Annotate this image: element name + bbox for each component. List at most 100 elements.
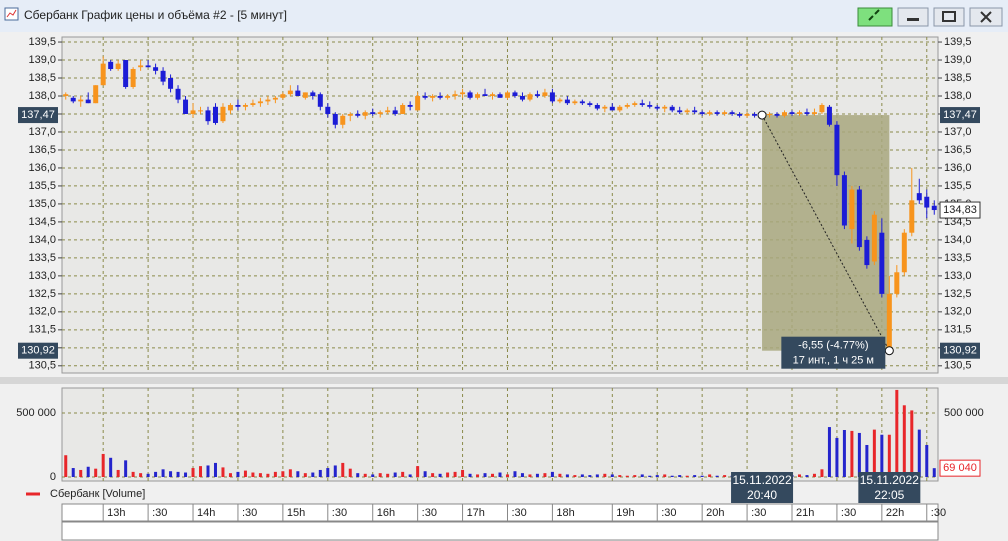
- minimize-button[interactable]: [897, 7, 929, 27]
- volume-bar: [363, 473, 367, 477]
- volume-bar: [468, 473, 472, 477]
- y-tick-label: 131,5: [944, 324, 972, 336]
- price-tag: [940, 107, 980, 124]
- volume-bar: [109, 457, 113, 477]
- volume-bar: [528, 474, 532, 477]
- y-tick-label: 133,0: [28, 270, 56, 282]
- volume-bar: [94, 468, 98, 477]
- candle-body: [377, 112, 383, 114]
- volume-bar: [169, 471, 173, 477]
- y-tick-label: 133,5: [944, 252, 972, 264]
- volume-bar: [146, 473, 150, 477]
- volume-bar: [378, 473, 382, 477]
- candle-body: [519, 95, 525, 100]
- candle-body: [617, 106, 623, 111]
- link-button[interactable]: [857, 7, 893, 27]
- candle-body: [849, 189, 855, 230]
- y-tick-label: 137,0: [28, 126, 56, 138]
- volume-bar: [326, 468, 330, 477]
- volume-bar: [700, 475, 704, 477]
- volume-bar: [281, 471, 285, 477]
- candle-body: [924, 196, 930, 208]
- candle-body: [168, 78, 174, 89]
- y-tick-label: 135,5: [944, 180, 972, 192]
- x-tick-label: :30: [422, 507, 437, 519]
- volume-bar: [820, 469, 824, 477]
- y-tick-label: 136,0: [28, 162, 56, 174]
- chart-layer: 130,5130,5131,0131,0131,5131,5132,0132,0…: [16, 36, 984, 521]
- volume-bar: [341, 462, 345, 477]
- candle-body: [287, 90, 293, 95]
- candle-body: [190, 110, 196, 114]
- y-tick-label: 136,5: [28, 144, 56, 156]
- y-tick-label: 132,5: [944, 288, 972, 300]
- time-tag: [731, 472, 794, 503]
- x-tick-label: :30: [931, 507, 946, 519]
- volume-bar: [228, 473, 232, 477]
- candle-body: [415, 95, 421, 111]
- time-tag-time: 22:05: [874, 488, 904, 502]
- candle-body: [707, 112, 713, 114]
- volume-bar: [670, 475, 674, 477]
- volume-bar: [221, 467, 225, 477]
- measure-label-box: [781, 336, 886, 369]
- volume-bar: [865, 444, 869, 477]
- candle-body: [572, 101, 578, 104]
- candle-body: [392, 110, 398, 114]
- candle-body: [647, 104, 653, 107]
- candle-body: [826, 106, 832, 125]
- volume-bar: [655, 475, 659, 477]
- last-volume-label: 69 040: [943, 462, 977, 474]
- x-tick-label: 15h: [287, 507, 305, 519]
- candle-body: [452, 94, 458, 96]
- volume-bar: [505, 474, 509, 477]
- volume-bar: [902, 405, 906, 477]
- volume-bar: [715, 475, 719, 477]
- candle-body: [722, 112, 728, 114]
- y-tick-label: 134,0: [28, 234, 56, 246]
- volume-bar: [685, 475, 689, 477]
- volume-bar: [266, 473, 270, 477]
- volume-bar: [603, 473, 607, 477]
- candle-body: [632, 103, 638, 105]
- candle-body: [422, 95, 428, 98]
- volume-bar: [296, 471, 300, 477]
- volume-bar: [565, 474, 569, 477]
- candle-body: [534, 94, 540, 96]
- volume-bar: [633, 475, 637, 477]
- y-tick-label: 134,5: [28, 216, 56, 228]
- candle-body: [752, 113, 758, 116]
- volume-bar: [176, 471, 180, 477]
- candle-body: [175, 88, 181, 100]
- candle-body: [796, 112, 802, 114]
- y-tick-label: 133,5: [28, 252, 56, 264]
- volume-bar: [857, 432, 861, 477]
- candle-body: [475, 94, 481, 98]
- maximize-button[interactable]: [933, 7, 965, 27]
- candle-body: [602, 106, 608, 109]
- volume-bar: [580, 474, 584, 477]
- last-price-tag: [939, 201, 981, 219]
- volume-bar: [513, 471, 517, 477]
- candle-body: [160, 70, 166, 82]
- volume-bar: [483, 473, 487, 477]
- volume-bar: [520, 473, 524, 477]
- candle-body: [916, 193, 922, 201]
- volume-bar: [610, 474, 614, 477]
- price-tag-label: 137,47: [21, 109, 55, 121]
- y-tick-label: 139,5: [28, 36, 56, 48]
- candle-body: [737, 113, 743, 116]
- candle-body: [362, 112, 368, 116]
- candle-body: [609, 106, 615, 111]
- candle-body: [512, 92, 518, 96]
- volume-bar: [693, 475, 697, 477]
- volume-bar: [401, 471, 405, 477]
- volume-bar: [648, 475, 652, 477]
- measure-point: [757, 110, 767, 120]
- volume-bar: [932, 468, 936, 477]
- volume-bar: [618, 475, 622, 477]
- volume-bar: [333, 465, 337, 477]
- volume-bar: [535, 473, 539, 477]
- y-tick-label: 135,0: [28, 198, 56, 210]
- y-tick-label: 139,0: [28, 54, 56, 66]
